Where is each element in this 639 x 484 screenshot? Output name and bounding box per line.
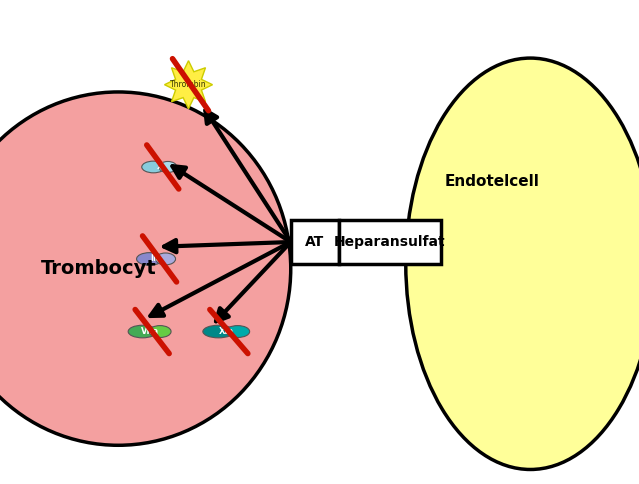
Ellipse shape [128,325,157,338]
Text: XIa: XIa [219,327,235,336]
Ellipse shape [159,162,177,172]
Text: AT: AT [305,235,325,249]
Text: Heparansulfat: Heparansulfat [334,235,445,249]
Ellipse shape [155,253,176,265]
Bar [291,220,339,264]
Ellipse shape [226,326,250,337]
Polygon shape [164,60,213,109]
Text: Thrombin: Thrombin [170,80,207,89]
Text: X: X [157,163,163,171]
Bar [339,220,441,264]
Ellipse shape [0,92,291,445]
Ellipse shape [142,161,165,173]
Text: VIIa: VIIa [141,327,159,336]
Ellipse shape [137,253,162,265]
Text: Endotelcell: Endotelcell [445,174,539,189]
Ellipse shape [203,325,234,338]
Text: Trombocyt: Trombocyt [41,259,157,278]
Ellipse shape [149,326,171,337]
Text: IIa: IIa [151,255,162,263]
Ellipse shape [406,58,639,469]
